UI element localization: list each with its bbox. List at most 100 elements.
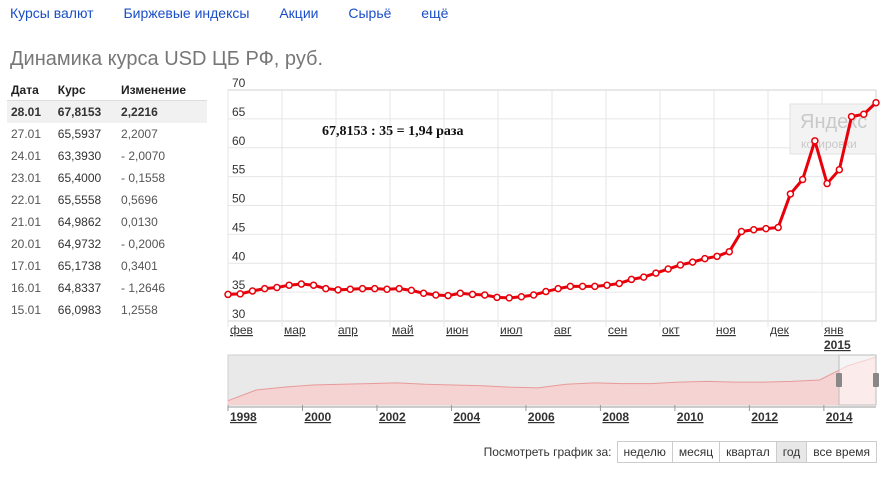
rates-table: Дата Курс Изменение 28.01 67,8153 2,2216… [7,80,207,321]
cell-change: 2,2007 [121,127,158,141]
cell-date: 17.01 [11,259,42,273]
data-point [395,284,403,293]
table-row: 28.01 67,8153 2,2216 [7,100,207,123]
table-row: 16.01 64,8337 - 1,2646 [7,277,207,299]
x-tick-label: ноя [716,323,736,337]
data-point [725,247,734,256]
x-tick-label: апр [338,323,358,337]
cell-change: 1,2558 [121,303,158,317]
cell-change: - 1,2646 [121,281,166,295]
data-point [860,110,868,119]
cell-rate: 64,9862 [57,215,102,229]
data-point [419,289,428,298]
cell-rate: 65,5937 [57,127,102,141]
cell-rate: 67,8153 [53,100,118,123]
data-point [407,286,416,295]
data-point [627,275,636,284]
data-point [737,227,746,236]
x-tick-label: июл [500,323,522,337]
data-point [542,287,550,296]
cell-rate: 65,5558 [57,193,102,207]
data-point [260,284,269,293]
cell-date: 22.01 [11,193,42,207]
header-change: Изменение [117,80,207,101]
period-month-button[interactable]: месяц [671,441,721,463]
cell-date: 28.01 [7,100,54,123]
cell-change: 0,5696 [121,193,158,207]
table-row: 15.01 66,0983 1,2558 [7,299,207,321]
data-point [578,282,587,291]
data-point [823,179,831,188]
data-point [749,226,758,234]
data-point [322,284,330,293]
period-label: Посмотреть график за: [483,445,612,459]
data-point [835,165,844,174]
data-point [456,289,465,298]
data-point [273,283,281,292]
data-point [798,175,807,184]
overview-year-label: 2012 [751,410,778,424]
x-tick-label: авг [554,323,572,337]
table-row: 20.01 64,9732 - 0,2006 [7,233,207,255]
data-point [652,269,660,277]
data-point [676,261,685,269]
cell-rate: 65,4000 [57,171,102,185]
cell-rate: 65,1738 [57,259,102,273]
period-year-button[interactable]: год [775,441,808,463]
page-title: Динамика курса USD ЦБ РФ, руб. [10,48,324,70]
cell-date: 21.01 [11,215,42,229]
nav-link-commodities[interactable]: Сырьё [348,5,392,21]
x-year-label: 2015 [824,338,851,352]
y-tick-label: 70 [232,76,246,90]
data-point [872,98,880,107]
x-tick-label: янв [824,323,844,337]
overview-handle-right[interactable] [873,373,879,387]
overview-year-label: 1998 [230,410,257,424]
data-point [370,284,379,293]
data-point [762,224,770,233]
overview-area-fill [228,357,876,405]
x-tick-label: дек [770,323,790,337]
cell-date: 20.01 [11,237,42,251]
y-tick-label: 60 [232,134,246,148]
period-selector: Посмотреть график за: неделю месяц кварт… [484,441,877,463]
table-row: 23.01 65,4000 - 0,1558 [7,167,207,189]
overview-handle-left[interactable] [836,373,842,387]
data-point [701,254,709,263]
period-all-time-button[interactable]: все время [806,441,877,463]
cell-date: 16.01 [11,281,42,295]
cell-date: 15.01 [11,303,42,317]
y-tick-label: 30 [232,307,246,321]
data-point [358,284,367,293]
period-quarter-button[interactable]: квартал [719,441,777,463]
overview-year-label: 2010 [677,410,704,424]
data-point [786,190,795,198]
top-nav: Курсы валют Биржевые индексы Акции Сырьё… [10,5,474,21]
data-point [383,285,391,293]
cell-date: 24.01 [11,149,42,163]
rate-chart[interactable]: 30 35 40 45 50 55 60 65 70 фев мар апр май июн июл авг с… [0,0,885,440]
x-tick-label: окт [662,323,680,337]
data-point [334,286,342,294]
table-row: 17.01 65,1738 0,3401 [7,255,207,277]
x-tick-label: мар [284,323,306,337]
nav-link-stocks[interactable]: Акции [279,5,319,21]
nav-link-rates[interactable]: Курсы валют [10,5,94,21]
overview-year-label: 2006 [528,410,555,424]
data-point [444,291,452,300]
data-point [811,137,819,145]
data-point [432,291,440,299]
overview-line [227,356,877,402]
y-tick-label: 45 [232,220,246,234]
nav-link-more[interactable]: ещё [421,5,449,21]
period-week-button[interactable]: неделю [616,441,673,463]
cell-rate: 63,3930 [57,149,102,163]
data-point [603,281,611,289]
data-point [493,293,501,302]
data-point [224,290,232,299]
x-tick-label: фев [230,323,253,337]
x-tick-label: сен [608,323,627,337]
data-point [468,290,477,299]
nav-link-indexes[interactable]: Биржевые индексы [123,5,250,21]
data-point [346,285,355,293]
